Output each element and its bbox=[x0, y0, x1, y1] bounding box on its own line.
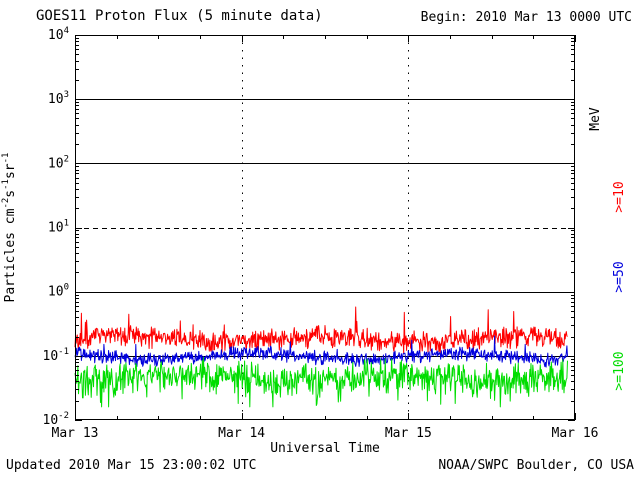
plot-border bbox=[75, 35, 575, 420]
series-ge50-line bbox=[74, 335, 568, 368]
y-axis-label: Particles cm-2s-1sr-1 bbox=[1, 153, 18, 303]
y-tick-label: 102 bbox=[48, 154, 69, 171]
axis-ticks bbox=[75, 35, 576, 421]
chart-title: GOES11 Proton Flux (5 minute data) bbox=[36, 8, 323, 24]
source-credit: NOAA/SWPC Boulder, CO USA bbox=[438, 458, 634, 473]
x-tick-label: Mar 16 bbox=[552, 426, 599, 441]
x-axis-label: Universal Time bbox=[270, 441, 380, 456]
y-tick-label: 100 bbox=[48, 283, 69, 300]
begin-timestamp: Begin: 2010 Mar 13 0000 UTC bbox=[420, 10, 632, 25]
x-tick-label: Mar 14 bbox=[218, 426, 265, 441]
y-tick-label: 10-1 bbox=[43, 347, 70, 364]
y-tick-label: 10-2 bbox=[43, 411, 70, 428]
x-tick-label: Mar 15 bbox=[385, 426, 432, 441]
y-tick-label: 104 bbox=[48, 26, 69, 43]
series-ge10-line bbox=[74, 306, 568, 355]
y-tick-label: 101 bbox=[48, 219, 69, 236]
series-ge100-line bbox=[74, 357, 568, 408]
y-tick-labels: 104 103 102 101 100 10-1 10-2 bbox=[43, 26, 70, 428]
legend-threshold-ge100: >=100 bbox=[612, 351, 627, 390]
legend-threshold-ge50: >=50 bbox=[612, 261, 627, 292]
y-tick-label: 103 bbox=[48, 90, 69, 107]
x-tick-labels: Mar 13 Mar 14 Mar 15 Mar 16 bbox=[52, 426, 599, 441]
data-series bbox=[74, 306, 568, 408]
right-axis-labels: MeV >=10 >=50 >=100 bbox=[588, 107, 627, 390]
gridlines bbox=[75, 35, 575, 420]
x-tick-label: Mar 13 bbox=[52, 426, 99, 441]
right-axis-unit-label: MeV bbox=[588, 107, 603, 131]
updated-timestamp: Updated 2010 Mar 15 23:00:02 UTC bbox=[6, 458, 257, 473]
legend-threshold-ge10: >=10 bbox=[612, 181, 627, 212]
